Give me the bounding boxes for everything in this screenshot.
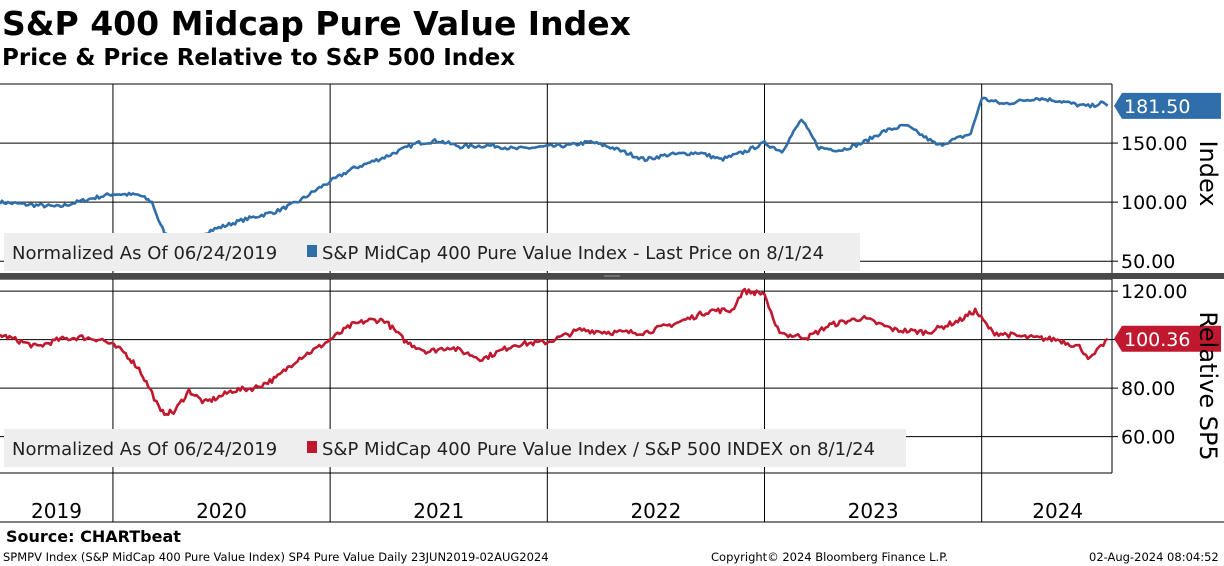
- price-last-value-label: 181.50: [1124, 96, 1190, 118]
- price-series-line: [0, 96, 1109, 250]
- relative-legend-swatch: [307, 441, 317, 453]
- relative-legend-box: [4, 429, 906, 467]
- price-y-axis-title: Index: [1194, 140, 1222, 206]
- relative-legend-series: S&P MidCap 400 Pure Value Index / S&P 50…: [322, 439, 875, 460]
- price-legend-swatch: [307, 245, 317, 257]
- relative-y-axis-title: Relative SP5: [1194, 311, 1222, 460]
- x-tick-label: 2024: [1032, 499, 1083, 523]
- price-y-tick-label: 50.00: [1121, 251, 1175, 273]
- price-legend-prefix: Normalized As Of 06/24/2019: [12, 243, 277, 264]
- x-tick-label: 2021: [413, 499, 464, 523]
- price-last-value-tag: [1114, 92, 1221, 119]
- relative-y-tick-label: 80.00: [1121, 378, 1175, 400]
- footer-timestamp: 02-Aug-2024 08:04:52: [1089, 550, 1219, 564]
- chart-title: S&P 400 Midcap Pure Value Index: [2, 4, 631, 43]
- source-label: Source: CHARTbeat: [6, 527, 181, 546]
- relative-last-value-label: 100.36: [1124, 329, 1190, 351]
- price-legend-series: S&P MidCap 400 Pure Value Index - Last P…: [322, 243, 824, 264]
- chart-subtitle: Price & Price Relative to S&P 500 Index: [2, 45, 516, 71]
- relative-last-value-tag: [1114, 325, 1221, 352]
- relative-series-line: [0, 287, 1109, 417]
- x-tick-label: 2023: [848, 499, 899, 523]
- x-tick-label: 2019: [31, 499, 82, 523]
- relative-y-tick-label: 120.00: [1121, 281, 1187, 303]
- x-tick-label: 2020: [196, 499, 247, 523]
- price-legend-box: [4, 233, 860, 271]
- footer-copyright: Copyright© 2024 Bloomberg Finance L.P.: [711, 550, 948, 564]
- x-tick-label: 2022: [630, 499, 681, 523]
- price-y-tick-label: 100.00: [1121, 192, 1187, 214]
- price-y-tick-label: 150.00: [1121, 133, 1187, 155]
- footer-ticker-info: SPMPV Index (S&P MidCap 400 Pure Value I…: [3, 550, 549, 564]
- relative-legend-prefix: Normalized As Of 06/24/2019: [12, 439, 277, 460]
- relative-y-tick-label: 60.00: [1121, 427, 1175, 449]
